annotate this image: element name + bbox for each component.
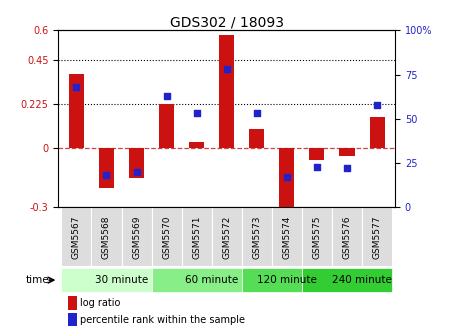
Bar (62, 268, 152, 293)
Text: GSM5569: GSM5569 (132, 215, 141, 259)
Bar (219, 35, 234, 148)
Bar (279, 148, 295, 211)
Bar (309, 148, 325, 160)
Text: GSM5572: GSM5572 (222, 215, 231, 258)
Text: GSM5574: GSM5574 (282, 215, 291, 258)
Text: GSM5570: GSM5570 (162, 215, 171, 259)
Bar (339, 148, 355, 156)
Point (313, 164, 321, 169)
Bar (68, 313, 76, 327)
Bar (129, 148, 144, 178)
Text: GSM5576: GSM5576 (343, 215, 352, 259)
Point (223, 67, 230, 72)
Text: 120 minute: 120 minute (257, 275, 317, 285)
Text: GSM5567: GSM5567 (72, 215, 81, 259)
Text: 240 minute: 240 minute (332, 275, 392, 285)
Bar (69, 74, 84, 148)
Point (253, 111, 260, 116)
Bar (68, 296, 76, 310)
Text: GSM5568: GSM5568 (102, 215, 111, 259)
Text: GSM5575: GSM5575 (313, 215, 321, 259)
Bar (189, 142, 204, 148)
Bar (242, 268, 302, 293)
Bar (362, 207, 392, 266)
Bar (182, 207, 212, 266)
Bar (212, 207, 242, 266)
Point (103, 173, 110, 178)
Text: 30 minute: 30 minute (95, 275, 148, 285)
Title: GDS302 / 18093: GDS302 / 18093 (170, 15, 284, 29)
Point (283, 174, 291, 180)
Point (73, 84, 80, 90)
Text: GSM5577: GSM5577 (373, 215, 382, 259)
Bar (152, 207, 182, 266)
Point (374, 102, 381, 107)
Text: GSM5573: GSM5573 (252, 215, 261, 259)
Bar (370, 117, 385, 148)
Text: GSM5571: GSM5571 (192, 215, 201, 259)
Point (163, 93, 170, 98)
Bar (99, 148, 114, 187)
Bar (249, 129, 264, 148)
Bar (242, 207, 272, 266)
Bar (92, 207, 122, 266)
Point (133, 169, 140, 175)
Point (343, 166, 351, 171)
Text: log ratio: log ratio (80, 298, 121, 308)
Bar (62, 207, 92, 266)
Bar (332, 207, 362, 266)
Text: time: time (26, 275, 49, 285)
Text: percentile rank within the sample: percentile rank within the sample (80, 315, 245, 325)
Bar (159, 104, 174, 148)
Bar (272, 207, 302, 266)
Point (193, 111, 200, 116)
Bar (122, 207, 152, 266)
Bar (302, 268, 392, 293)
Bar (152, 268, 242, 293)
Text: 60 minute: 60 minute (185, 275, 238, 285)
Bar (302, 207, 332, 266)
